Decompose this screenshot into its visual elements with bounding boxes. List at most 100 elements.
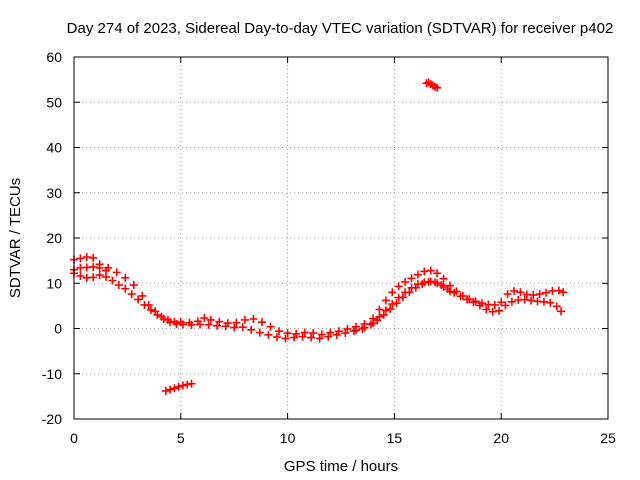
data-point bbox=[388, 300, 397, 309]
data-point bbox=[463, 295, 472, 304]
series-outlier-positive bbox=[422, 78, 442, 92]
data-point bbox=[114, 281, 123, 290]
data-point bbox=[161, 386, 170, 395]
data-point bbox=[381, 306, 390, 315]
data-point bbox=[407, 274, 416, 283]
data-point bbox=[232, 318, 241, 327]
data-point bbox=[140, 300, 149, 309]
data-point bbox=[420, 267, 429, 276]
data-point bbox=[394, 282, 403, 291]
data-point bbox=[196, 320, 205, 329]
x-tick-label: 0 bbox=[70, 430, 78, 446]
data-point bbox=[127, 290, 136, 299]
data-point bbox=[401, 288, 410, 297]
data-point bbox=[488, 307, 497, 316]
data-point bbox=[266, 322, 275, 331]
data-point bbox=[240, 315, 249, 324]
data-point bbox=[146, 305, 155, 314]
data-point bbox=[247, 325, 256, 334]
data-point bbox=[230, 323, 239, 332]
chart-title: Day 274 of 2023, Sidereal Day-to-day VTE… bbox=[67, 20, 614, 37]
x-tick-label: 5 bbox=[177, 430, 185, 446]
data-point bbox=[174, 382, 183, 391]
data-point bbox=[332, 330, 341, 339]
data-point bbox=[307, 333, 316, 342]
data-point bbox=[95, 263, 104, 272]
data-point bbox=[527, 296, 536, 305]
data-point bbox=[552, 302, 561, 311]
data-point bbox=[495, 306, 504, 315]
data-point bbox=[264, 330, 273, 339]
data-point bbox=[170, 384, 179, 393]
data-point bbox=[539, 297, 548, 306]
data-point bbox=[138, 291, 147, 300]
data-point bbox=[369, 319, 378, 328]
y-axis-tick-labels: -20 -10 0 10 20 30 40 50 60 bbox=[42, 49, 62, 427]
series-track-a bbox=[70, 253, 568, 339]
data-point bbox=[187, 379, 196, 388]
data-point bbox=[497, 298, 506, 307]
data-point bbox=[76, 254, 85, 263]
x-tick-label: 20 bbox=[493, 430, 509, 446]
data-point bbox=[283, 329, 292, 338]
y-tick-label: 0 bbox=[54, 321, 62, 337]
data-point bbox=[166, 385, 175, 394]
x-tick-label: 10 bbox=[280, 430, 296, 446]
data-point bbox=[535, 290, 544, 299]
data-point bbox=[351, 326, 360, 335]
data-point bbox=[215, 317, 224, 326]
data-point bbox=[433, 279, 442, 288]
data-point bbox=[341, 329, 350, 338]
data-point bbox=[315, 334, 324, 343]
data-point bbox=[166, 318, 175, 327]
y-tick-label: 50 bbox=[46, 94, 62, 110]
data-point bbox=[375, 305, 384, 314]
data-point bbox=[213, 321, 222, 330]
x-axis-label: GPS time / hours bbox=[284, 458, 398, 475]
data-point bbox=[129, 281, 138, 290]
data-point bbox=[257, 318, 266, 327]
data-point bbox=[503, 290, 512, 299]
data-point bbox=[413, 270, 422, 279]
data-point bbox=[388, 288, 397, 297]
data-point bbox=[221, 322, 230, 331]
data-point bbox=[407, 283, 416, 292]
data-point bbox=[281, 334, 290, 343]
data-point bbox=[490, 300, 499, 309]
y-tick-label: -10 bbox=[42, 366, 62, 382]
data-point bbox=[275, 327, 284, 336]
data-point bbox=[469, 298, 478, 307]
data-point bbox=[450, 288, 459, 297]
series-track-c bbox=[70, 262, 454, 335]
data-point bbox=[375, 312, 384, 321]
data-point bbox=[178, 320, 187, 329]
data-point bbox=[439, 274, 448, 283]
x-tick-label: 15 bbox=[387, 430, 403, 446]
data-point bbox=[102, 266, 111, 275]
data-point bbox=[426, 277, 435, 286]
data-point bbox=[317, 330, 326, 339]
data-point bbox=[204, 320, 213, 329]
data-point bbox=[439, 282, 448, 291]
data-point bbox=[401, 277, 410, 286]
data-point bbox=[159, 314, 168, 323]
data-point bbox=[475, 301, 484, 310]
data-point bbox=[433, 83, 442, 92]
data-point bbox=[82, 253, 91, 262]
data-point bbox=[206, 315, 215, 324]
data-point bbox=[516, 288, 525, 297]
data-point bbox=[200, 314, 209, 323]
y-tick-label: 40 bbox=[46, 140, 62, 156]
data-point bbox=[249, 314, 258, 323]
data-point bbox=[89, 262, 98, 271]
data-point bbox=[529, 291, 538, 300]
data-point bbox=[238, 323, 247, 332]
data-point bbox=[89, 273, 98, 282]
data-point bbox=[187, 320, 196, 329]
data-point bbox=[413, 280, 422, 289]
data-point bbox=[392, 299, 401, 308]
data-point bbox=[89, 253, 98, 262]
data-point bbox=[108, 276, 117, 285]
data-point bbox=[121, 273, 130, 282]
